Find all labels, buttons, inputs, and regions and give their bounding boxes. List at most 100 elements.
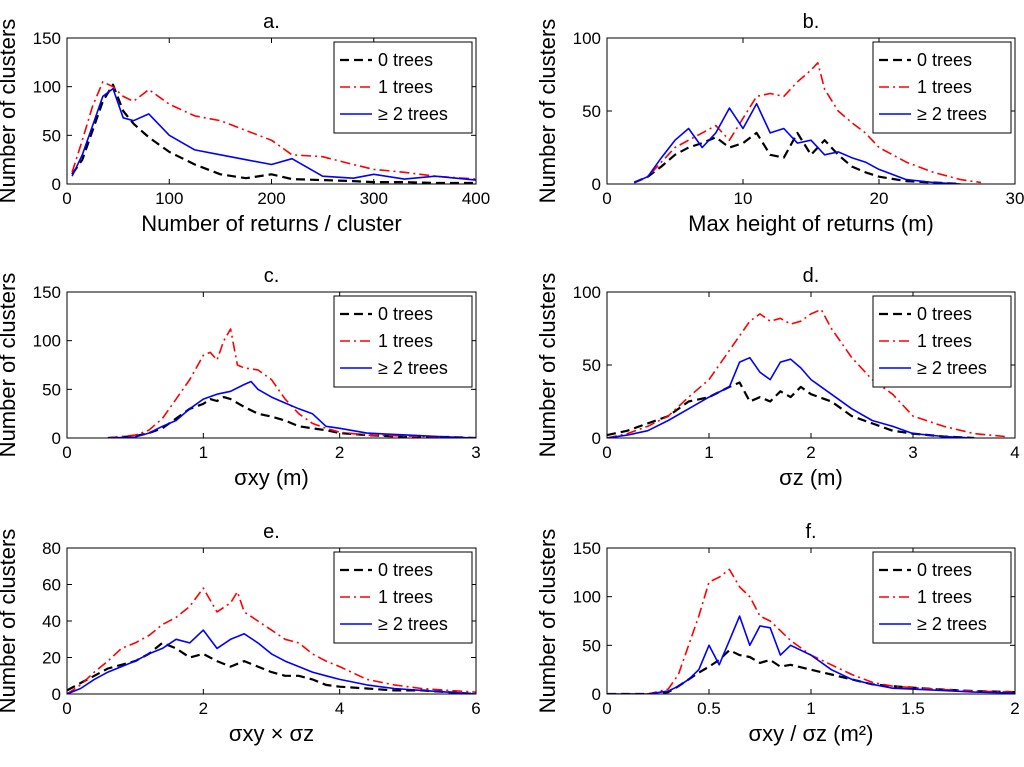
y-tick-label: 0 (592, 175, 601, 194)
panel-f: f. 0 0.5 1 1.5 2 0 50 100 150 σxy / σz (m²) Number … (535, 521, 1020, 746)
legend-box (333, 41, 473, 134)
panel-a: a. 0 100 200 300 400 0 50 100 150 Number of return… (0, 11, 490, 236)
y-tick-label: 50 (582, 102, 601, 121)
y-tick-label: 0 (52, 685, 61, 704)
legend-label-2: ≥ 2 trees (917, 358, 987, 378)
legend-label-2: ≥ 2 trees (378, 614, 448, 634)
series-line-0 (633, 131, 961, 184)
legend: 0 trees 1 trees ≥ 2 trees (333, 295, 473, 388)
series-line-1 (67, 587, 476, 694)
legend-box (872, 295, 1012, 388)
legend-label-1: 1 trees (917, 587, 972, 607)
legend-box (333, 295, 473, 388)
series-line-1 (107, 328, 476, 438)
y-axis-label: Number of clusters (0, 273, 20, 458)
y-tick-label: 50 (582, 636, 601, 655)
legend-label-0: 0 trees (378, 560, 433, 580)
series-line-2 (633, 102, 961, 184)
x-tick-label: 200 (257, 189, 285, 208)
x-tick-label: 6 (471, 699, 480, 718)
series-line-0 (607, 381, 975, 438)
y-tick-label: 50 (42, 380, 61, 399)
series-line-1 (633, 61, 982, 184)
x-tick-label: 3 (908, 443, 917, 462)
x-tick-label: 0 (62, 443, 71, 462)
legend-box (333, 551, 473, 644)
panel-title: b. (803, 11, 820, 33)
legend-label-2: ≥ 2 trees (378, 104, 448, 124)
x-tick-label: 10 (734, 189, 753, 208)
x-tick-label: 0 (602, 189, 611, 208)
x-axis-label: σxy × σz (229, 721, 314, 746)
panel-title: a. (263, 11, 280, 33)
y-tick-label: 50 (42, 126, 61, 145)
series-line-0 (607, 649, 1015, 694)
x-tick-label: 0.5 (697, 699, 721, 718)
x-tick-label: 1 (806, 699, 815, 718)
legend-box (872, 551, 1012, 644)
x-axis-label: σxy / σz (m²) (749, 721, 874, 746)
legend-label-1: 1 trees (917, 77, 972, 97)
series-line-0 (71, 83, 476, 184)
series-line-0 (67, 641, 476, 694)
x-tick-label: 0 (602, 443, 611, 462)
x-tick-label: 400 (462, 189, 490, 208)
y-tick-label: 20 (42, 649, 61, 668)
legend-label-1: 1 trees (378, 587, 433, 607)
y-axis-label: Number of clusters (535, 529, 560, 714)
series-line-2 (607, 615, 1015, 694)
x-tick-label: 1 (199, 443, 208, 462)
x-tick-label: 1 (704, 443, 713, 462)
x-tick-label: 4 (1010, 443, 1019, 462)
x-tick-label: 30 (1006, 189, 1024, 208)
panel-title: f. (805, 521, 816, 543)
y-tick-label: 0 (52, 429, 61, 448)
y-tick-label: 0 (592, 429, 601, 448)
legend: 0 trees 1 trees ≥ 2 trees (872, 295, 1012, 388)
legend-label-0: 0 trees (378, 50, 433, 70)
y-tick-label: 150 (33, 29, 61, 48)
y-tick-label: 100 (573, 588, 601, 607)
legend: 0 trees 1 trees ≥ 2 trees (333, 41, 473, 134)
legend: 0 trees 1 trees ≥ 2 trees (333, 551, 473, 644)
series-line-2 (607, 356, 975, 438)
x-tick-label: 20 (870, 189, 889, 208)
y-tick-label: 100 (573, 283, 601, 302)
x-tick-label: 0 (62, 189, 71, 208)
x-tick-label: 3 (471, 443, 480, 462)
panel-c: c. 0 1 2 3 0 50 100 150 σxy (m) Number of clusters… (0, 265, 481, 490)
x-tick-label: 0 (62, 699, 71, 718)
legend-box (872, 41, 1012, 134)
legend-label-1: 1 trees (917, 331, 972, 351)
y-tick-label: 40 (42, 612, 61, 631)
x-axis-label: σz (m) (779, 465, 843, 490)
legend-label-2: ≥ 2 trees (917, 104, 987, 124)
x-axis-label: σxy (m) (234, 465, 309, 490)
legend-label-0: 0 trees (917, 50, 972, 70)
x-tick-label: 4 (335, 699, 344, 718)
panel-title: e. (263, 521, 280, 543)
y-tick-label: 0 (52, 175, 61, 194)
legend-label-0: 0 trees (378, 304, 433, 324)
x-tick-label: 1.5 (901, 699, 925, 718)
panel-title: d. (803, 265, 820, 287)
x-axis-label: Max height of returns (m) (688, 211, 934, 236)
y-tick-label: 100 (573, 29, 601, 48)
x-tick-label: 2 (806, 443, 815, 462)
x-tick-label: 100 (155, 189, 183, 208)
panel-b: b. 0 10 20 30 0 50 100 Max height of returns (m)… (535, 11, 1024, 236)
legend-label-0: 0 trees (917, 560, 972, 580)
y-axis-label: Number of clusters (535, 273, 560, 458)
legend-label-0: 0 trees (917, 304, 972, 324)
x-tick-label: 2 (1010, 699, 1019, 718)
legend-label-1: 1 trees (378, 331, 433, 351)
legend-label-2: ≥ 2 trees (378, 358, 448, 378)
y-tick-label: 150 (33, 283, 61, 302)
series-line-2 (67, 629, 476, 694)
legend-label-1: 1 trees (378, 77, 433, 97)
panel-d: d. 0 1 2 3 4 0 50 100 σz (m) Number of clusters 0 t… (535, 265, 1020, 490)
series-line-1 (607, 568, 1015, 694)
series-line-2 (107, 380, 476, 438)
